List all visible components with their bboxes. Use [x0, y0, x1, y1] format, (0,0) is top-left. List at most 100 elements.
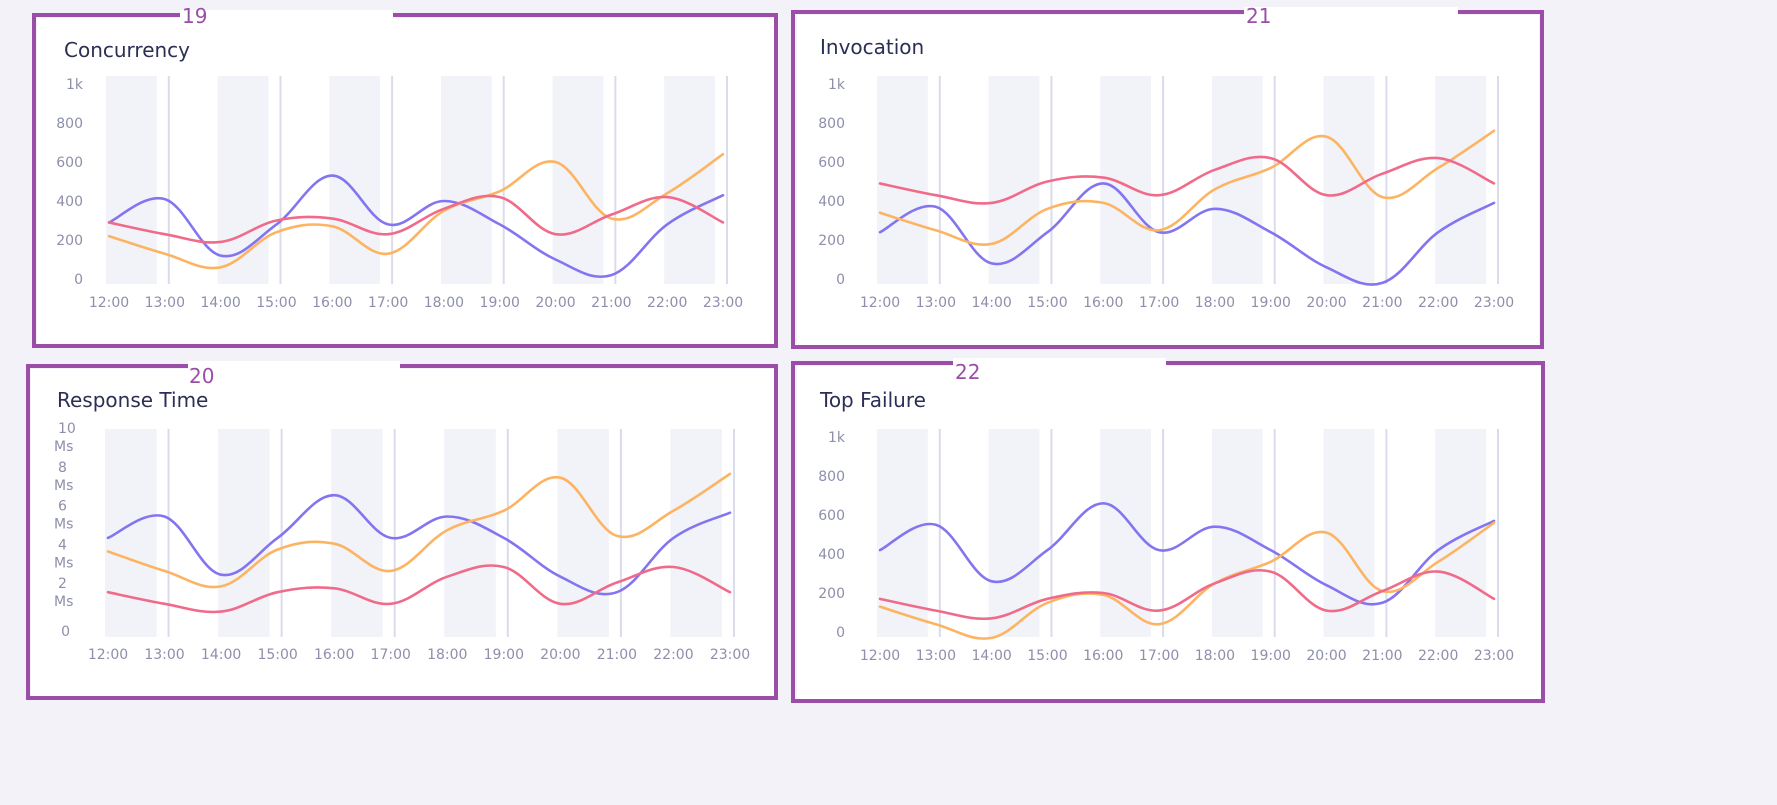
y-tick-label: 0 [836, 625, 845, 641]
y-tick-label: 200 [56, 233, 83, 249]
background-band [331, 429, 383, 637]
x-tick-label: 21:00 [1362, 648, 1402, 664]
x-tick-label: 14:00 [971, 648, 1011, 664]
y-tick-label: 400 [818, 194, 845, 210]
x-tick-label: 20:00 [1306, 648, 1346, 664]
invocation-chart: 0 200 400 600 800 1k 12:00 13:00 14:00 15:00 16:00… [818, 76, 1514, 311]
series-line-pink [878, 569, 1496, 621]
x-tick-label: 21:00 [591, 295, 631, 311]
y-tick-label-part: 4 [58, 537, 67, 553]
y-tick-label: 2 Ms [54, 576, 73, 610]
series-line-purple [878, 182, 1496, 286]
y-tick-label: 200 [818, 233, 845, 249]
x-tick-label: 19:00 [484, 647, 524, 663]
response-time-panel: Response Time 0 2 Ms 4 Ms 6 Ms 8 Ms 10 Ms 12:00 13:0… [31, 369, 775, 696]
frame-gap [180, 10, 393, 18]
x-tick-label: 13:00 [145, 295, 185, 311]
frame-gap [1244, 7, 1458, 15]
y-tick-label-part: Ms [54, 517, 73, 533]
x-tick-label: 15:00 [257, 647, 297, 663]
x-tick-label: 23:00 [1474, 295, 1514, 311]
x-tick-label: 21:00 [1362, 295, 1402, 311]
x-tick-label: 16:00 [314, 647, 354, 663]
y-tick-label: 1k [828, 430, 846, 446]
x-tick-label: 13:00 [916, 295, 956, 311]
x-tick-label: 22:00 [653, 647, 693, 663]
background-band [877, 429, 928, 637]
series-line-purple [878, 502, 1496, 606]
frame-gap [188, 361, 400, 369]
y-tick-label: 10 Ms [54, 421, 76, 455]
x-tick-label: 18:00 [1195, 295, 1235, 311]
x-tick-label: 14:00 [201, 647, 241, 663]
x-tick-label: 14:00 [971, 295, 1011, 311]
y-tick-label: 600 [56, 155, 83, 171]
y-tick-label: 4 Ms [54, 537, 73, 571]
series-line-purple [106, 493, 732, 596]
x-tick-label: 23:00 [710, 647, 750, 663]
background-band [1323, 76, 1375, 284]
panel-title: Concurrency [64, 38, 191, 62]
background-band [670, 429, 722, 637]
y-tick-label-part: 10 [58, 421, 76, 437]
y-tick-label: 1k [828, 77, 846, 93]
x-tick-label: 17:00 [368, 295, 408, 311]
background-band [988, 76, 1040, 284]
x-tick-label: 22:00 [1418, 295, 1458, 311]
background-band [329, 76, 381, 284]
x-tick-label: 17:00 [371, 647, 411, 663]
x-tick-label: 12:00 [89, 295, 129, 311]
x-tick-label: 13:00 [144, 647, 184, 663]
y-tick-label: 0 [74, 272, 83, 288]
frame-label: 19 [182, 4, 208, 28]
y-tick-label: 600 [818, 508, 845, 524]
background-band [557, 429, 609, 637]
y-tick-label: 800 [56, 116, 83, 132]
x-tick-label: 23:00 [703, 295, 743, 311]
y-tick-label-part: Ms [54, 478, 73, 494]
panel-title: Top Failure [820, 388, 926, 412]
y-tick-label: 400 [56, 194, 83, 210]
background-band [444, 429, 496, 637]
x-tick-label: 20:00 [1306, 295, 1346, 311]
background-band [1435, 76, 1486, 284]
x-tick-label: 18:00 [424, 295, 464, 311]
x-tick-label: 19:00 [1251, 295, 1291, 311]
series-line-pink [878, 155, 1496, 205]
background-band [440, 76, 492, 284]
x-tick-label: 14:00 [200, 295, 240, 311]
x-tick-label: 18:00 [427, 647, 467, 663]
x-tick-label: 17:00 [1139, 648, 1179, 664]
background-band [1323, 429, 1375, 637]
frame-gap [953, 358, 1166, 366]
response-time-chart: 0 2 Ms 4 Ms 6 Ms 8 Ms 10 Ms 12:00 13:00 14:00 15:00 16:… [54, 421, 750, 663]
background-band [106, 76, 157, 284]
background-band [218, 429, 270, 637]
background-band [105, 429, 157, 637]
background-band [988, 429, 1040, 637]
x-tick-label: 12:00 [860, 295, 900, 311]
x-tick-label: 15:00 [1027, 295, 1067, 311]
concurrency-chart: 0 200 400 600 800 1k 12:00 13:00 14:00 15:00 16:00… [56, 76, 743, 311]
y-tick-label: 8 Ms [54, 460, 73, 494]
frame-label: 20 [189, 364, 215, 388]
concurrency-panel: Concurrency 0 200 400 600 800 1k 12:00 13:00 14:… [37, 18, 775, 344]
series-line-orange [106, 472, 732, 589]
y-tick-label-part: 8 [58, 460, 67, 476]
x-tick-label: 21:00 [597, 647, 637, 663]
y-tick-label-part: Ms [54, 594, 73, 610]
invocation-panel: Invocation 0 200 400 600 800 1k 12:00 13:00 14:0… [797, 15, 1539, 345]
y-tick-label: 400 [818, 547, 845, 563]
background-band [1100, 76, 1152, 284]
y-tick-label: 800 [818, 116, 845, 132]
series-line-orange [878, 521, 1496, 640]
background-band [552, 76, 604, 284]
y-tick-label-part: Ms [54, 555, 73, 571]
x-tick-label: 16:00 [1083, 648, 1123, 664]
y-tick-label-part: 6 [58, 499, 67, 515]
y-tick-label: 800 [818, 469, 845, 485]
frame-label: 21 [1246, 4, 1272, 28]
panel-title: Response Time [57, 388, 209, 412]
x-tick-label: 12:00 [88, 647, 128, 663]
series-line-orange [878, 129, 1496, 246]
